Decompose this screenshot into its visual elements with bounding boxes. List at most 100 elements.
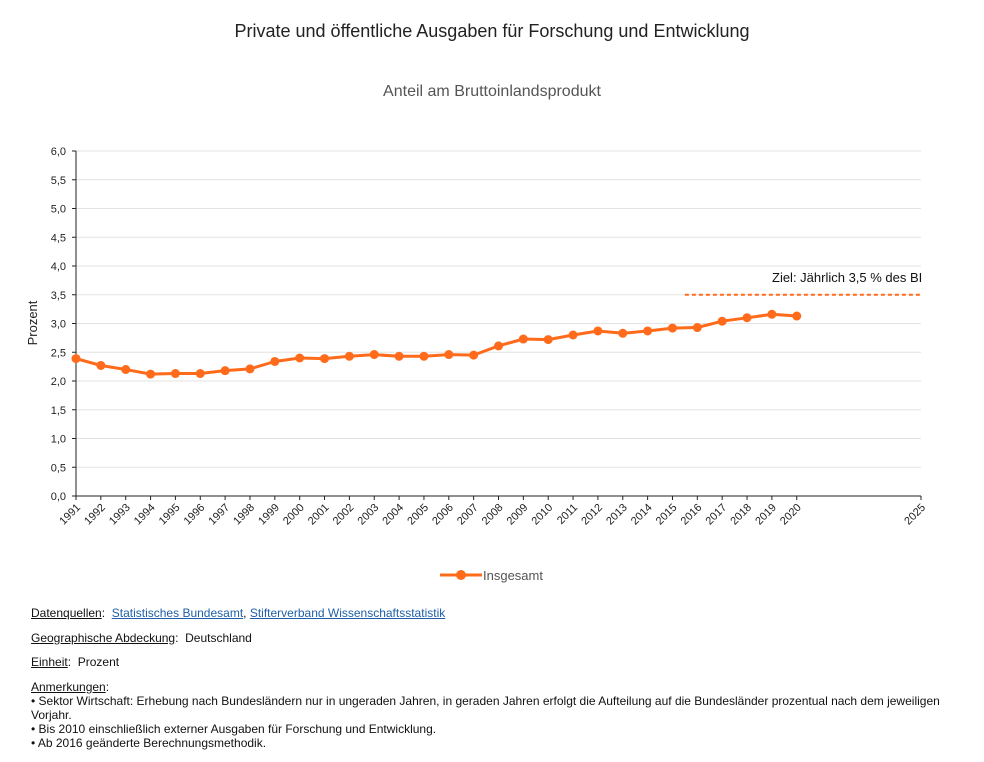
x-tick-label: 2002 xyxy=(331,502,357,528)
data-point[interactable] xyxy=(220,366,230,376)
data-point[interactable] xyxy=(717,316,727,326)
data-point[interactable] xyxy=(469,350,479,360)
line-chart: 0,00,51,01,52,02,53,03,54,04,55,05,56,0 … xyxy=(25,146,928,583)
source-link-destatis[interactable]: Statistisches Bundesamt xyxy=(111,606,244,620)
x-axis-ticks: 1991 1992 1993 1994 1995 1996 1997 1998 1999 2000… xyxy=(57,496,928,527)
data-point[interactable] xyxy=(121,365,131,374)
source-link-stifterverband[interactable]: Stifterverband Wissenschaftsstatistik xyxy=(249,606,446,620)
unit-label: Einheit xyxy=(31,655,68,669)
chart-subtitle: Anteil am Bruttoinlandsprodukt xyxy=(383,83,601,100)
x-tick-label: 2008 xyxy=(480,502,506,528)
notes-label: Anmerkungen xyxy=(31,680,106,694)
sources-label: Datenquellen xyxy=(31,606,102,620)
x-tick-label: 1991 xyxy=(57,502,83,528)
data-point[interactable] xyxy=(71,354,81,364)
x-tick-label: 2005 xyxy=(405,502,431,528)
y-axis-ticks: 0,0 0,5 1,0 1,5 2,0 2,5 3,0 3,5 4,0 4,5 5,0 5,5 6,0 xyxy=(51,146,76,503)
coverage-value: Deutschland xyxy=(185,631,252,645)
data-point[interactable] xyxy=(170,369,180,379)
x-tick-label: 1993 xyxy=(107,502,133,528)
y-tick-label: 2,0 xyxy=(51,376,66,388)
legend-label-insgesamt: Insgesamt xyxy=(483,568,543,583)
data-point[interactable] xyxy=(742,313,752,323)
data-point[interactable] xyxy=(494,341,503,351)
unit-row: Einheit: Prozent xyxy=(31,655,120,669)
note-item: • Bis 2010 einschließlich externer Ausga… xyxy=(31,722,437,736)
data-point[interactable] xyxy=(643,326,653,336)
x-tick-label: 1996 xyxy=(182,502,208,528)
x-tick-label: 2000 xyxy=(281,502,307,528)
x-tick-label: 2007 xyxy=(455,502,481,528)
target-label: Ziel: Jährlich 3,5 % des BI xyxy=(772,270,922,285)
data-point[interactable] xyxy=(543,335,553,345)
x-tick-label: 2012 xyxy=(579,502,605,528)
data-point[interactable] xyxy=(394,351,404,361)
x-tick-label: 2020 xyxy=(778,502,804,528)
x-tick-label: 2025 xyxy=(902,502,928,528)
data-point[interactable] xyxy=(270,356,280,366)
x-tick-label: 2004 xyxy=(380,502,406,528)
x-tick-label: 1992 xyxy=(82,502,108,528)
data-point[interactable] xyxy=(419,351,429,361)
y-tick-label: 1,0 xyxy=(51,434,66,446)
data-point[interactable] xyxy=(245,364,255,374)
note-item: • Sektor Wirtschaft: Erhebung nach Bunde… xyxy=(31,694,940,722)
data-point[interactable] xyxy=(593,326,603,336)
y-tick-label: 3,0 xyxy=(51,319,66,331)
target-line-group: Ziel: Jährlich 3,5 % des BI xyxy=(684,270,922,296)
data-point[interactable] xyxy=(792,311,802,321)
data-point[interactable] xyxy=(295,353,305,363)
data-point[interactable] xyxy=(444,350,454,360)
chart-title: Private und öffentliche Ausgaben für For… xyxy=(234,21,750,41)
legend-marker xyxy=(456,570,466,580)
grid-lines xyxy=(76,150,921,468)
notes-list: • Sektor Wirtschaft: Erhebung nach Bunde… xyxy=(31,694,951,750)
data-point[interactable] xyxy=(369,350,379,360)
x-tick-label: 2010 xyxy=(530,502,556,528)
y-tick-label: 4,5 xyxy=(51,232,66,244)
data-point[interactable] xyxy=(344,351,354,361)
data-point[interactable] xyxy=(195,369,205,379)
note-item: • Ab 2016 geänderte Berechnungsmethodik. xyxy=(31,736,267,750)
y-tick-label: 4,0 xyxy=(51,261,66,273)
y-tick-label: 2,5 xyxy=(51,347,66,359)
x-tick-label: 1998 xyxy=(231,502,257,528)
x-tick-label: 2015 xyxy=(654,502,680,528)
x-tick-label: 2001 xyxy=(306,502,332,528)
x-tick-label: 2013 xyxy=(604,502,630,528)
data-point[interactable] xyxy=(568,330,578,340)
data-point[interactable] xyxy=(667,323,677,333)
data-point[interactable] xyxy=(518,334,528,344)
y-axis-label: Prozent xyxy=(25,300,40,345)
x-tick-label: 2006 xyxy=(430,502,456,528)
y-tick-label: 5,5 xyxy=(51,175,66,187)
unit-value: Prozent xyxy=(77,655,120,669)
x-tick-label: 2009 xyxy=(505,502,531,528)
data-point[interactable] xyxy=(692,323,702,333)
x-tick-label: 2016 xyxy=(679,502,705,528)
y-tick-label: 6,0 xyxy=(51,146,66,158)
x-tick-label: 1999 xyxy=(256,502,282,528)
y-tick-label: 3,5 xyxy=(51,290,66,302)
y-tick-label: 0,0 xyxy=(51,491,66,503)
data-point[interactable] xyxy=(767,309,777,319)
coverage-label: Geographische Abdeckung xyxy=(31,631,176,645)
y-tick-label: 0,5 xyxy=(51,462,66,474)
series-group xyxy=(71,309,802,379)
x-tick-label: 2003 xyxy=(356,502,382,528)
coverage-row: Geographische Abdeckung: Deutschland xyxy=(31,631,252,645)
x-tick-label: 1995 xyxy=(157,502,183,528)
x-tick-label: 2014 xyxy=(629,502,655,528)
notes-block: Anmerkungen: • Sektor Wirtschaft: Erhebu… xyxy=(31,680,951,750)
x-tick-label: 2018 xyxy=(728,502,754,528)
data-point[interactable] xyxy=(320,354,330,364)
x-tick-label: 2019 xyxy=(753,502,779,528)
y-tick-label: 1,5 xyxy=(51,405,66,417)
legend[interactable]: Insgesamt xyxy=(440,568,543,583)
y-tick-label: 5,0 xyxy=(51,204,66,216)
data-point[interactable] xyxy=(96,360,106,370)
x-tick-label: 1997 xyxy=(206,502,232,528)
data-point[interactable] xyxy=(146,369,156,379)
x-tick-label: 2011 xyxy=(555,502,580,527)
data-point[interactable] xyxy=(618,328,628,338)
